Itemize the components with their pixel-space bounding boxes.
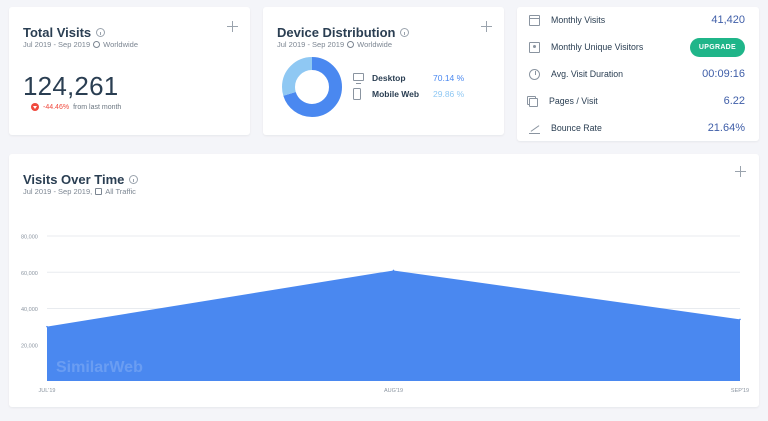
stat-monthly-visits: Monthly Visits 41,420 bbox=[529, 13, 745, 27]
stat-value: 6.22 bbox=[723, 95, 745, 107]
stat-unique-visitors: Monthly Unique Visitors UPGRADE bbox=[529, 37, 745, 57]
change-value: -44.46% bbox=[43, 103, 70, 111]
data-point[interactable] bbox=[46, 325, 48, 328]
stat-value: 21.64% bbox=[707, 122, 745, 134]
engagement-stats-card: Monthly Visits 41,420 Monthly Unique Vis… bbox=[517, 7, 759, 141]
data-point[interactable] bbox=[739, 318, 741, 321]
stat-label: Bounce Rate bbox=[551, 123, 602, 133]
region-label: Worldwide bbox=[103, 40, 139, 49]
person-icon bbox=[529, 41, 540, 53]
y-tick-label: 60,000 bbox=[21, 271, 38, 277]
total-visits-subtitle: Jul 2019 - Sep 2019 Worldwide bbox=[23, 40, 138, 49]
stat-label: Pages / Visit bbox=[549, 96, 598, 106]
stat-value: 00:09:16 bbox=[702, 68, 745, 80]
visits-over-time-card: SimilarWeb 20,000 40,000 60,000 80,000 JUL'… bbox=[9, 154, 759, 407]
device-distribution-subtitle: Jul 2019 - Sep 2019 Worldwide bbox=[277, 40, 392, 49]
device-distribution-title: Device Distribution bbox=[277, 25, 410, 40]
device-label: Mobile Web bbox=[372, 89, 420, 99]
stat-label: Monthly Unique Visitors bbox=[551, 42, 644, 52]
stat-label: Avg. Visit Duration bbox=[551, 69, 624, 79]
device-row-mobile: Mobile Web 29.86 % bbox=[353, 88, 464, 100]
stat-value: 41,420 bbox=[711, 14, 745, 26]
upgrade-button[interactable]: UPGRADE bbox=[689, 37, 745, 57]
y-tick-label: 20,000 bbox=[21, 343, 38, 349]
x-tick-label: JUL'19 bbox=[39, 388, 56, 394]
donut-slice-1[interactable] bbox=[282, 57, 342, 117]
visits-over-time-title-text: Visits Over Time bbox=[23, 172, 125, 187]
globe-icon bbox=[347, 41, 355, 48]
info-icon[interactable] bbox=[400, 28, 410, 37]
device-row-desktop: Desktop 70.14 % bbox=[353, 73, 465, 84]
pages-icon bbox=[529, 97, 538, 107]
date-range: Jul 2019 - Sep 2019 bbox=[23, 40, 91, 49]
down-arrow-icon bbox=[31, 103, 39, 111]
globe-icon bbox=[93, 41, 101, 48]
device-donut-chart[interactable] bbox=[282, 57, 342, 117]
phone-icon bbox=[353, 88, 361, 100]
bounce-icon bbox=[529, 123, 540, 134]
data-point[interactable] bbox=[392, 269, 395, 272]
visits-over-time-subtitle: Jul 2019 - Sep 2019, All Traffic bbox=[23, 187, 136, 196]
device-distribution-card: Device Distribution Jul 2019 - Sep 2019 … bbox=[263, 7, 504, 135]
y-tick-label: 40,000 bbox=[21, 307, 38, 313]
info-icon[interactable] bbox=[129, 175, 139, 184]
total-visits-title: Total Visits bbox=[23, 25, 106, 40]
visits-area[interactable] bbox=[47, 270, 740, 381]
date-range: Jul 2019 - Sep 2019, bbox=[23, 187, 93, 196]
device-value: 70.14 % bbox=[433, 73, 465, 83]
traffic-icon bbox=[95, 188, 103, 195]
monitor-icon bbox=[353, 73, 364, 84]
device-value: 29.86 % bbox=[433, 89, 465, 99]
region-label: Worldwide bbox=[357, 40, 393, 49]
stat-avg-duration: Avg. Visit Duration 00:09:16 bbox=[529, 67, 745, 81]
watermark-text: SimilarWeb bbox=[56, 359, 143, 376]
plus-icon[interactable] bbox=[735, 166, 747, 178]
date-range: Jul 2019 - Sep 2019 bbox=[277, 40, 345, 49]
stat-pages-visit: Pages / Visit 6.22 bbox=[529, 94, 745, 108]
stat-bounce-rate: Bounce Rate 21.64% bbox=[529, 121, 745, 135]
total-visits-card: Total Visits Jul 2019 - Sep 2019 Worldwi… bbox=[9, 7, 250, 135]
total-visits-value: 124,261 bbox=[23, 71, 119, 101]
info-icon[interactable] bbox=[96, 28, 106, 37]
visits-over-time-title: Visits Over Time bbox=[23, 172, 139, 187]
device-label: Desktop bbox=[372, 73, 406, 83]
traffic-label: All Traffic bbox=[105, 187, 136, 196]
clock-icon bbox=[529, 68, 540, 80]
total-visits-title-text: Total Visits bbox=[23, 25, 92, 40]
change-row: -44.46% from last month bbox=[31, 103, 121, 111]
device-distribution-title-text: Device Distribution bbox=[277, 25, 396, 40]
y-tick-label: 80,000 bbox=[21, 235, 38, 241]
plus-icon[interactable] bbox=[481, 21, 493, 33]
x-tick-label: AUG'19 bbox=[384, 388, 403, 394]
visits-area-chart: SimilarWeb 20,000 40,000 60,000 80,000 JUL'… bbox=[21, 235, 749, 395]
change-suffix: from last month bbox=[73, 103, 122, 111]
x-tick-label: SEP'19 bbox=[731, 388, 749, 394]
calendar-icon bbox=[529, 14, 540, 26]
stat-label: Monthly Visits bbox=[551, 15, 606, 25]
plus-icon[interactable] bbox=[227, 21, 239, 33]
